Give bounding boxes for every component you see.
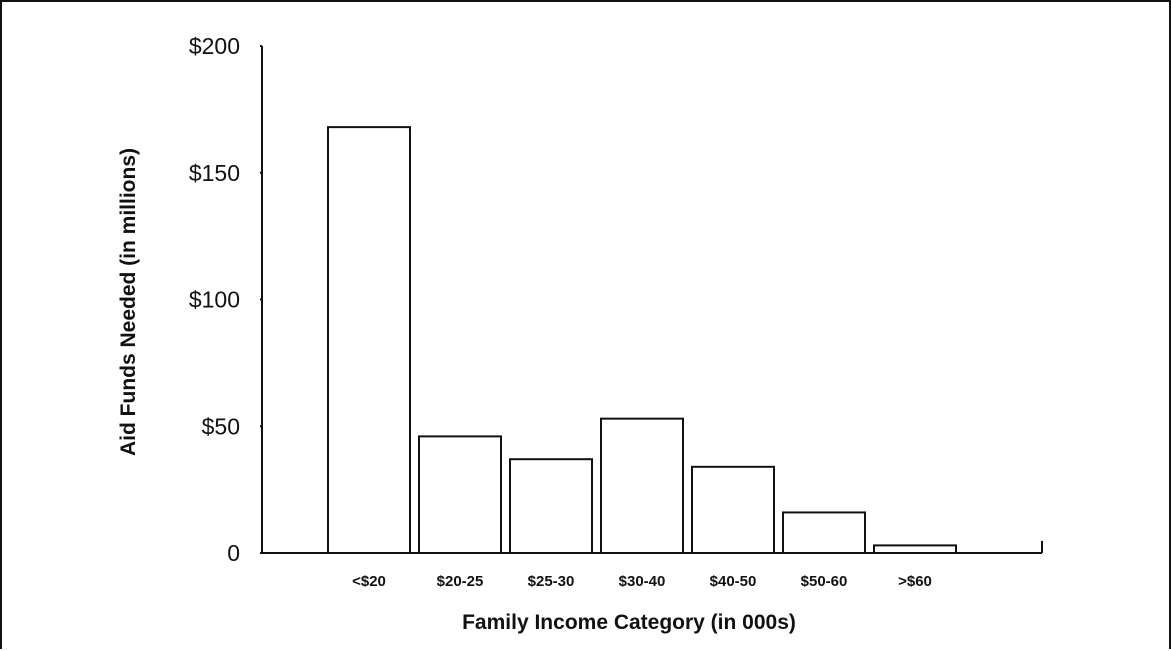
y-tick-label: $100: [189, 287, 240, 313]
x-tick-label: $50-60: [801, 573, 848, 590]
x-tick-label: $40-50: [710, 573, 757, 590]
x-tick-label: $20-25: [437, 573, 484, 590]
y-tick-label: $200: [189, 33, 240, 59]
bar: [782, 511, 866, 555]
y-tick-label: $50: [202, 413, 240, 439]
y-axis-title: Aid Funds Needed (in millions): [117, 148, 140, 456]
bar: [873, 544, 957, 555]
x-tick-label: <$20: [352, 573, 386, 590]
bars: [327, 126, 957, 555]
bar: [327, 126, 411, 555]
bar: [691, 465, 775, 554]
x-tick-label: $30-40: [619, 573, 666, 590]
x-tick-label: $25-30: [528, 573, 575, 590]
labels: 0 $50 $100 $150 $200 <$20 $20-25 $25-30 $30-40 $4…: [189, 33, 932, 590]
y-tick-label: 0: [227, 540, 240, 566]
x-axis-title: Family Income Category (in 000s): [462, 611, 796, 634]
bar: [600, 417, 684, 554]
x-tick-label: >$60: [898, 573, 932, 590]
bar: [509, 458, 593, 554]
bar: [418, 435, 502, 555]
y-tick-label: $150: [189, 160, 240, 186]
